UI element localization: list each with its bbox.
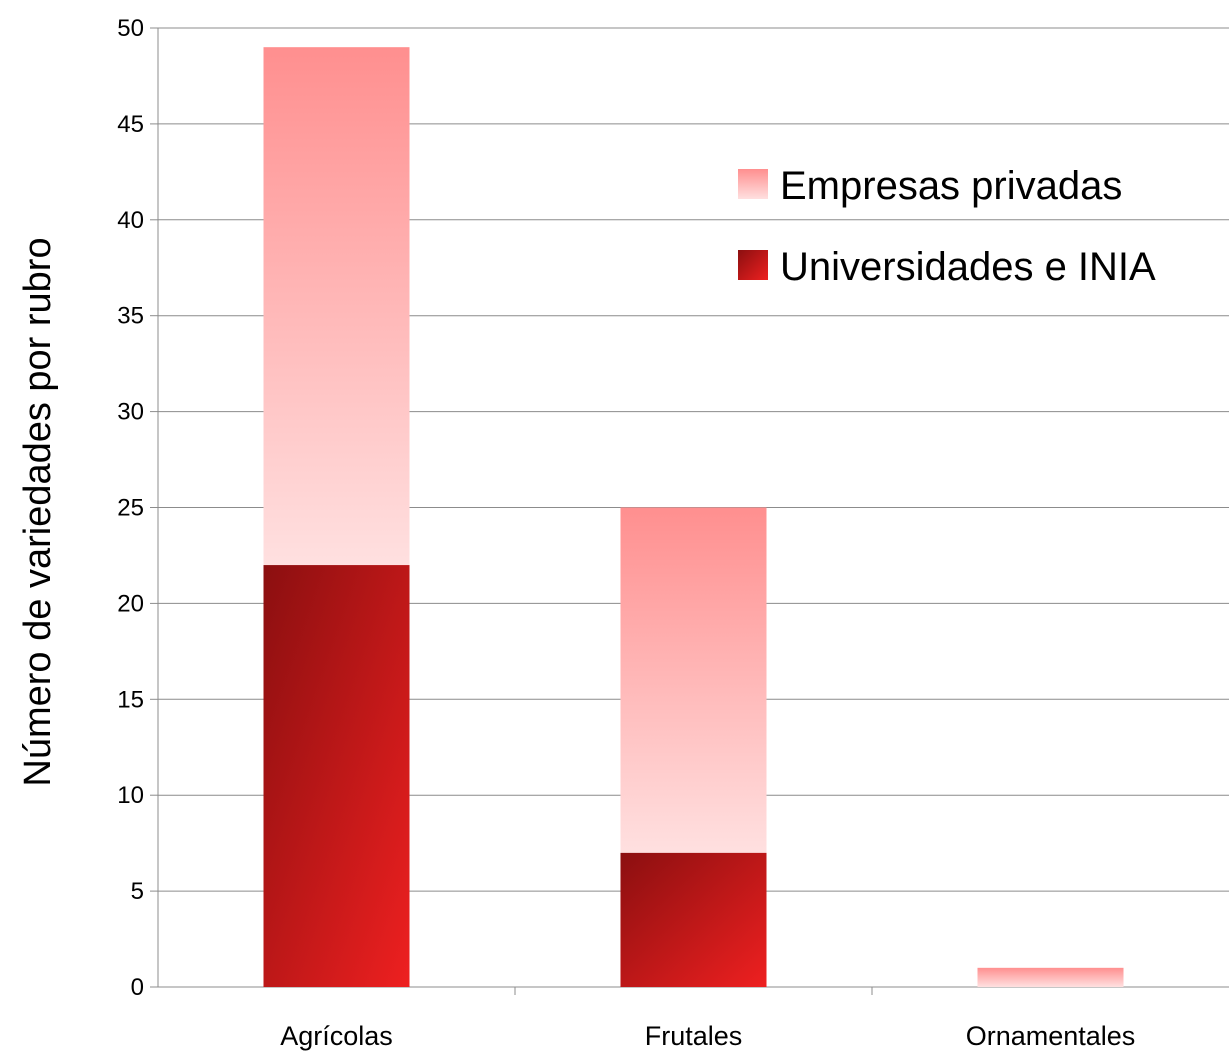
bar-empresas-privadas-ornamentales	[977, 967, 1124, 987]
y-tick-label-50: 50	[117, 15, 144, 42]
x-tick-label-2: Ornamentales	[966, 1021, 1136, 1051]
legend-label-universidades-e-inia: Universidades e INIA	[780, 245, 1156, 289]
y-tick-label-30: 30	[117, 399, 144, 426]
bars	[263, 47, 1124, 987]
legend-label-empresas-privadas: Empresas privadas	[780, 164, 1122, 208]
legend: Empresas privadas Universidades e INIA	[738, 164, 1156, 289]
bar-empresas-privadas-agricolas	[263, 47, 410, 566]
bar-empresas-privadas-frutales	[620, 507, 767, 853]
bar-universidades-e-inia-frutales	[620, 852, 767, 987]
y-tick-label-10: 10	[117, 782, 144, 809]
x-tick-label-1: Frutales	[645, 1021, 743, 1051]
x-tick-label-0: Agrícolas	[280, 1021, 393, 1051]
tick-labels: 0 5 10 15 20 25 30 35 40 45 50 Agrícolas Frutales Orn…	[117, 15, 1135, 1051]
y-tick-label-5: 5	[131, 878, 144, 905]
y-tick-label-20: 20	[117, 590, 144, 617]
y-tick-label-35: 35	[117, 303, 144, 330]
legend-swatch-empresas-privadas	[738, 169, 768, 199]
y-tick-label-0: 0	[131, 974, 144, 1001]
y-axis-title: Número de variedades por rubro	[17, 237, 59, 786]
y-tick-label-15: 15	[117, 686, 144, 713]
y-tick-label-40: 40	[117, 207, 144, 234]
legend-swatch-universidades-e-inia	[738, 250, 768, 280]
y-tick-label-25: 25	[117, 495, 144, 522]
y-tick-label-45: 45	[117, 111, 144, 138]
bar-universidades-e-inia-agricolas	[263, 565, 410, 987]
